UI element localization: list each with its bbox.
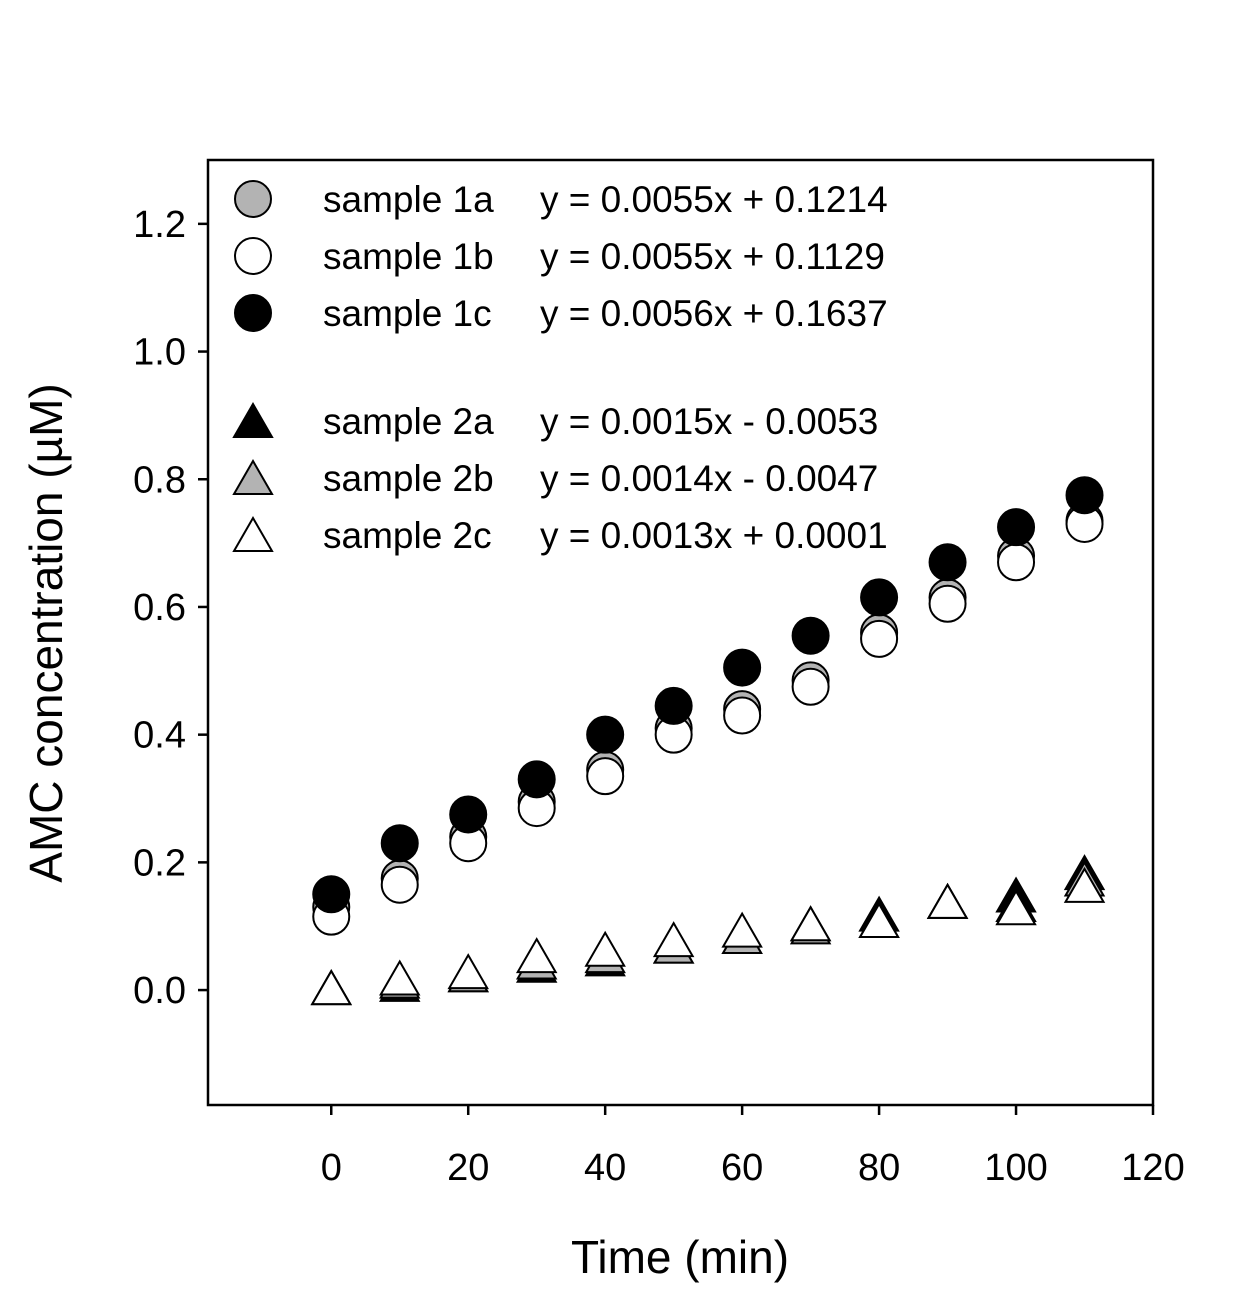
legend-marker [234, 237, 272, 275]
series-sample-2c [310, 866, 1106, 1006]
legend-marker [232, 515, 274, 552]
x-axis-title: Time (min) [571, 1231, 789, 1283]
y-tick-label: 0.4 [133, 715, 186, 757]
x-tick-label: 60 [721, 1147, 763, 1189]
data-point [997, 508, 1036, 547]
data-point [789, 905, 832, 942]
legend-marker [234, 180, 272, 218]
legend-equation: y = 0.0056x + 0.1637 [540, 293, 888, 334]
legend-equation: y = 0.0055x + 0.1214 [540, 179, 888, 220]
legend-equation: y = 0.0055x + 0.1129 [540, 236, 885, 277]
data-point [858, 902, 900, 939]
data-point [860, 578, 899, 617]
data-point [517, 760, 556, 799]
legend-equation: y = 0.0014x - 0.0047 [540, 458, 878, 499]
legend-equation: y = 0.0013x + 0.0001 [540, 515, 888, 556]
data-point [1065, 476, 1104, 515]
legend-series-name: sample 2c [323, 515, 492, 556]
data-point [926, 882, 969, 919]
data-point [379, 959, 421, 996]
y-tick-label: 0.6 [133, 587, 186, 629]
legend-marker [232, 458, 274, 495]
data-point [860, 619, 899, 658]
legend-series-name: sample 2a [323, 401, 494, 442]
legend-series-name: sample 1b [323, 236, 494, 277]
y-tick-label: 1.0 [133, 332, 186, 374]
data-point [652, 921, 695, 958]
data-point [586, 715, 625, 754]
legend-series-name: sample 1c [323, 293, 492, 334]
data-point [380, 865, 419, 904]
data-point [586, 757, 625, 796]
legend-series-name: sample 1a [323, 179, 494, 220]
data-point [515, 937, 558, 974]
data-point [997, 543, 1036, 582]
legend: sample 1a y = 0.0055x + 0.1214 sample 1b y … [232, 179, 888, 556]
x-tick-label: 100 [984, 1147, 1047, 1189]
data-point [312, 875, 351, 914]
data-point [791, 667, 830, 706]
x-tick-label: 20 [447, 1147, 489, 1189]
data-point [723, 648, 762, 687]
data-point [310, 969, 352, 1006]
data-point [1063, 866, 1106, 903]
data-point [584, 930, 626, 967]
legend-series-name: sample 2b [323, 458, 494, 499]
data-point [380, 824, 419, 863]
data-point [447, 953, 489, 990]
legend-marker [234, 294, 272, 332]
y-tick-label: 0.0 [133, 970, 186, 1012]
x-tick-label: 40 [584, 1147, 626, 1189]
data-point [995, 889, 1037, 926]
axis-layer: 0 20 40 60 80 100 120 0.0 0.2 0.4 0.6 0.8 1.0 1.2 [133, 158, 1185, 1189]
data-point [928, 584, 967, 623]
x-tick-label: 120 [1121, 1147, 1184, 1189]
plot-layer [310, 476, 1106, 1006]
y-axis-title: AMC concentration (µM) [20, 383, 72, 882]
x-tick-label: 0 [321, 1147, 342, 1189]
series-sample-1c [312, 476, 1104, 914]
data-point [449, 795, 488, 834]
y-tick-label: 1.2 [133, 204, 186, 246]
plot-frame [206, 158, 1155, 1107]
data-point [723, 696, 762, 735]
legend-equation: y = 0.0015x - 0.0053 [540, 401, 878, 442]
y-tick-label: 0.8 [133, 459, 186, 501]
data-point [654, 686, 693, 725]
y-tick-label: 0.2 [133, 842, 186, 884]
data-point [721, 911, 763, 948]
x-tick-label: 80 [858, 1147, 900, 1189]
data-point [791, 616, 830, 655]
legend-marker [232, 401, 274, 438]
data-point [928, 543, 967, 582]
